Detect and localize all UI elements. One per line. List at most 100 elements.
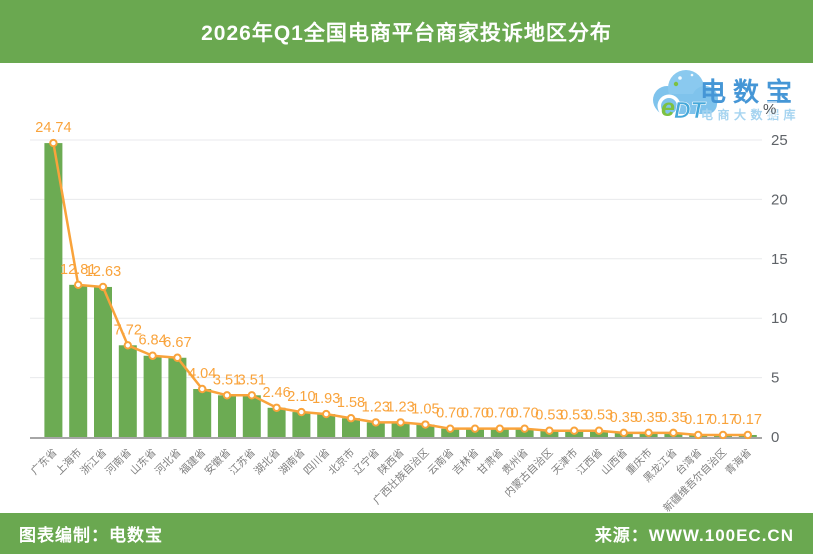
x-axis-label: 天津市: [549, 446, 580, 477]
line-marker[interactable]: [619, 428, 628, 438]
bar[interactable]: [342, 418, 360, 437]
value-label: 12.63: [85, 264, 121, 280]
line-marker[interactable]: [198, 384, 207, 394]
line-marker[interactable]: [173, 353, 182, 362]
y-tick-label: 25: [771, 132, 788, 149]
chart-title: 2026年Q1全国电商平台商家投诉地区分布: [201, 21, 612, 45]
line-marker[interactable]: [669, 428, 678, 438]
bar[interactable]: [44, 143, 63, 437]
line-marker[interactable]: [148, 351, 157, 360]
line-marker[interactable]: [743, 430, 752, 440]
line-marker[interactable]: [247, 391, 257, 400]
brand-logo: e DT 电数宝 电商大数据库 %: [645, 64, 810, 128]
bar[interactable]: [168, 357, 187, 437]
value-label: 3.51: [213, 372, 241, 388]
cloud-icon: e DT: [653, 70, 718, 123]
x-axis-label: 青海省: [722, 446, 753, 477]
value-label: 1.05: [411, 402, 439, 418]
bar[interactable]: [218, 395, 236, 437]
value-label: 0.53: [560, 408, 588, 424]
x-axis-label: 湖北省: [251, 446, 282, 477]
y-axis-unit-label: %: [762, 101, 778, 118]
value-label: 1.23: [362, 399, 390, 415]
x-axis-label: 河北省: [152, 446, 183, 477]
line-marker[interactable]: [396, 418, 405, 427]
y-tick-label: 10: [771, 310, 788, 327]
bar[interactable]: [242, 395, 261, 437]
value-label: 2.10: [287, 389, 315, 405]
x-axis-label: 广东省: [28, 446, 59, 477]
x-axis-label: 浙江省: [78, 446, 109, 477]
value-label: 0.17: [684, 412, 712, 428]
line-marker[interactable]: [421, 420, 430, 429]
x-axis-label: 河南省: [102, 446, 133, 477]
bar[interactable]: [317, 414, 336, 437]
line-marker[interactable]: [272, 403, 281, 412]
footer-source: 来源：WWW.100EC.CN: [594, 526, 794, 545]
header-bar: 2026年Q1全国电商平台商家投诉地区分布: [0, 0, 813, 63]
bar[interactable]: [366, 422, 385, 437]
y-tick-label: 15: [771, 251, 788, 268]
value-label: 4.04: [188, 366, 216, 382]
line-marker[interactable]: [718, 430, 728, 440]
line-marker[interactable]: [222, 391, 232, 400]
value-label: 0.53: [585, 408, 613, 424]
value-label: 24.74: [35, 120, 71, 136]
x-axis-label: 江西省: [574, 446, 605, 477]
bar[interactable]: [118, 345, 137, 437]
bar[interactable]: [193, 389, 212, 437]
line-marker[interactable]: [123, 341, 133, 350]
value-label: 7.72: [114, 322, 142, 338]
x-axis-label: 辽宁省: [350, 446, 381, 477]
line-marker[interactable]: [322, 409, 331, 419]
bar[interactable]: [267, 407, 286, 437]
line-marker[interactable]: [98, 282, 108, 292]
line-marker[interactable]: [570, 426, 579, 435]
line-marker[interactable]: [545, 426, 554, 435]
line-marker[interactable]: [346, 414, 356, 423]
footer-bar: 图表编制：电数宝 来源：WWW.100EC.CN: [0, 513, 813, 554]
bar[interactable]: [391, 422, 410, 437]
value-label: 1.23: [386, 399, 414, 415]
value-label: 0.70: [461, 406, 489, 422]
value-label: 0.53: [535, 408, 563, 424]
line-marker[interactable]: [694, 430, 703, 440]
line-marker[interactable]: [470, 424, 480, 433]
x-axis-label: 山东省: [127, 446, 158, 477]
x-axis-label: 吉林省: [450, 446, 481, 477]
value-label: 6.67: [163, 335, 191, 351]
value-label: 0.17: [709, 412, 737, 428]
line-marker[interactable]: [371, 418, 380, 427]
x-axis-label: 上海市: [53, 446, 84, 477]
line-marker[interactable]: [495, 424, 504, 433]
x-axis-label: 湖南省: [276, 446, 307, 477]
y-tick-label: 5: [771, 370, 779, 387]
value-label: 0.70: [486, 406, 514, 422]
line-marker[interactable]: [49, 138, 58, 148]
bar[interactable]: [416, 424, 435, 437]
value-label: 0.17: [734, 412, 762, 428]
y-tick-label: 20: [771, 191, 788, 208]
x-axis-label: 云南省: [425, 446, 456, 477]
line-marker[interactable]: [520, 424, 529, 433]
x-axis-label: 四川省: [301, 446, 332, 477]
logo-letters-dt: DT: [674, 97, 707, 123]
bar-line-chart: 0 5 10 15 20 25 广东省 上海市 浙江省 河南省 山东省 河北省 福建省 安徽省 江苏省 湖北省…: [0, 63, 813, 514]
value-label: 0.35: [659, 410, 687, 426]
line-marker[interactable]: [446, 424, 455, 433]
bar[interactable]: [69, 284, 88, 437]
value-label: 1.93: [312, 391, 340, 407]
line-marker[interactable]: [297, 407, 306, 417]
bar[interactable]: [143, 355, 162, 437]
line-marker[interactable]: [74, 280, 83, 290]
y-tick-label: 0: [771, 429, 779, 446]
x-axis-label: 福建省: [177, 446, 208, 477]
x-axis-label: 江苏省: [226, 446, 257, 477]
bar[interactable]: [94, 286, 112, 437]
value-label: 1.58: [337, 395, 365, 411]
line-marker[interactable]: [594, 426, 604, 435]
x-axis-label: 山西省: [598, 446, 629, 477]
bar[interactable]: [292, 412, 311, 437]
line-marker[interactable]: [644, 428, 653, 438]
footer-credit: 图表编制：电数宝: [19, 526, 163, 545]
